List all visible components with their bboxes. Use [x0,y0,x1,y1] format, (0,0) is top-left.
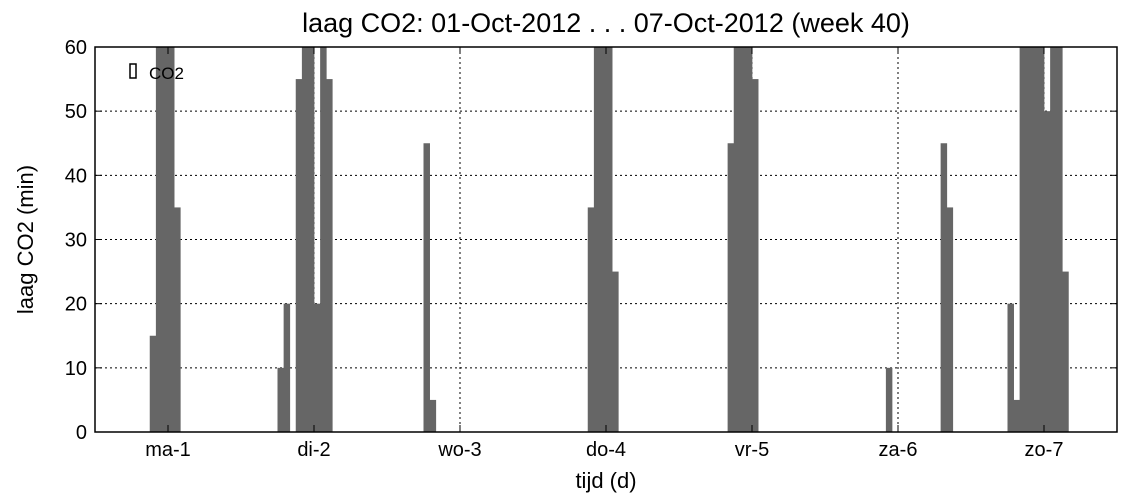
bar [946,207,954,432]
x-tick-label: vr-5 [735,439,769,461]
legend-label: CO2 [149,64,184,83]
bar [314,303,321,432]
bar [326,79,333,432]
bar [1019,47,1027,432]
bar [155,47,163,432]
bar [149,335,157,432]
bar [1031,47,1039,432]
bar [277,367,284,432]
bar [1007,303,1014,432]
y-tick-label: 30 [65,230,87,252]
bars [149,47,1069,433]
bar [174,207,181,432]
x-tick-label: zo-7 [1025,439,1064,461]
y-tick-label: 20 [65,294,87,316]
y-tick-label: 50 [65,101,87,123]
bar [727,143,735,432]
bar [739,47,747,432]
bar [301,47,309,432]
bar [168,47,175,432]
x-axis-label: tijd (d) [575,468,636,493]
bar [885,367,893,432]
x-tick-label: di-2 [297,439,330,461]
x-tick-label: ma-1 [145,439,191,461]
bar [1044,111,1051,433]
x-tick-label: za-6 [879,439,918,461]
bar [320,47,327,432]
bar [733,47,741,432]
legend: CO2 [129,63,184,83]
bar [752,79,759,432]
bar [745,47,753,432]
bar [606,47,613,432]
bar [1062,271,1069,432]
bar [161,47,169,432]
x-tick-label: wo-3 [437,439,481,461]
bar [593,47,601,432]
bar [587,207,595,432]
y-tick-label: 60 [65,37,87,59]
bar [599,47,607,432]
x-axis: ma-1 di-2 wo-3 do-4 vr-5 za-6 zo-7 [145,47,1063,461]
bar [295,79,303,432]
bar [612,271,619,432]
chart-title: laag CO2: 01-Oct-2012 . . . 07-Oct-2012 … [302,8,910,38]
y-axis: 0 10 20 30 40 50 60 [65,37,1117,444]
x-tick-label: do-4 [586,439,626,461]
y-tick-label: 40 [65,165,87,187]
bar [1025,47,1033,432]
bar [940,143,948,432]
bar [1050,47,1057,432]
bar [1056,47,1063,432]
bar [1013,399,1021,432]
y-tick-label: 10 [65,358,87,380]
bar [283,303,291,432]
legend-swatch [129,63,137,79]
y-tick-label: 0 [76,422,87,444]
y-axis-label: laag CO2 (min) [13,165,38,314]
bar [1037,47,1045,432]
bar [423,143,430,432]
bar [307,47,315,432]
bar [429,399,437,432]
